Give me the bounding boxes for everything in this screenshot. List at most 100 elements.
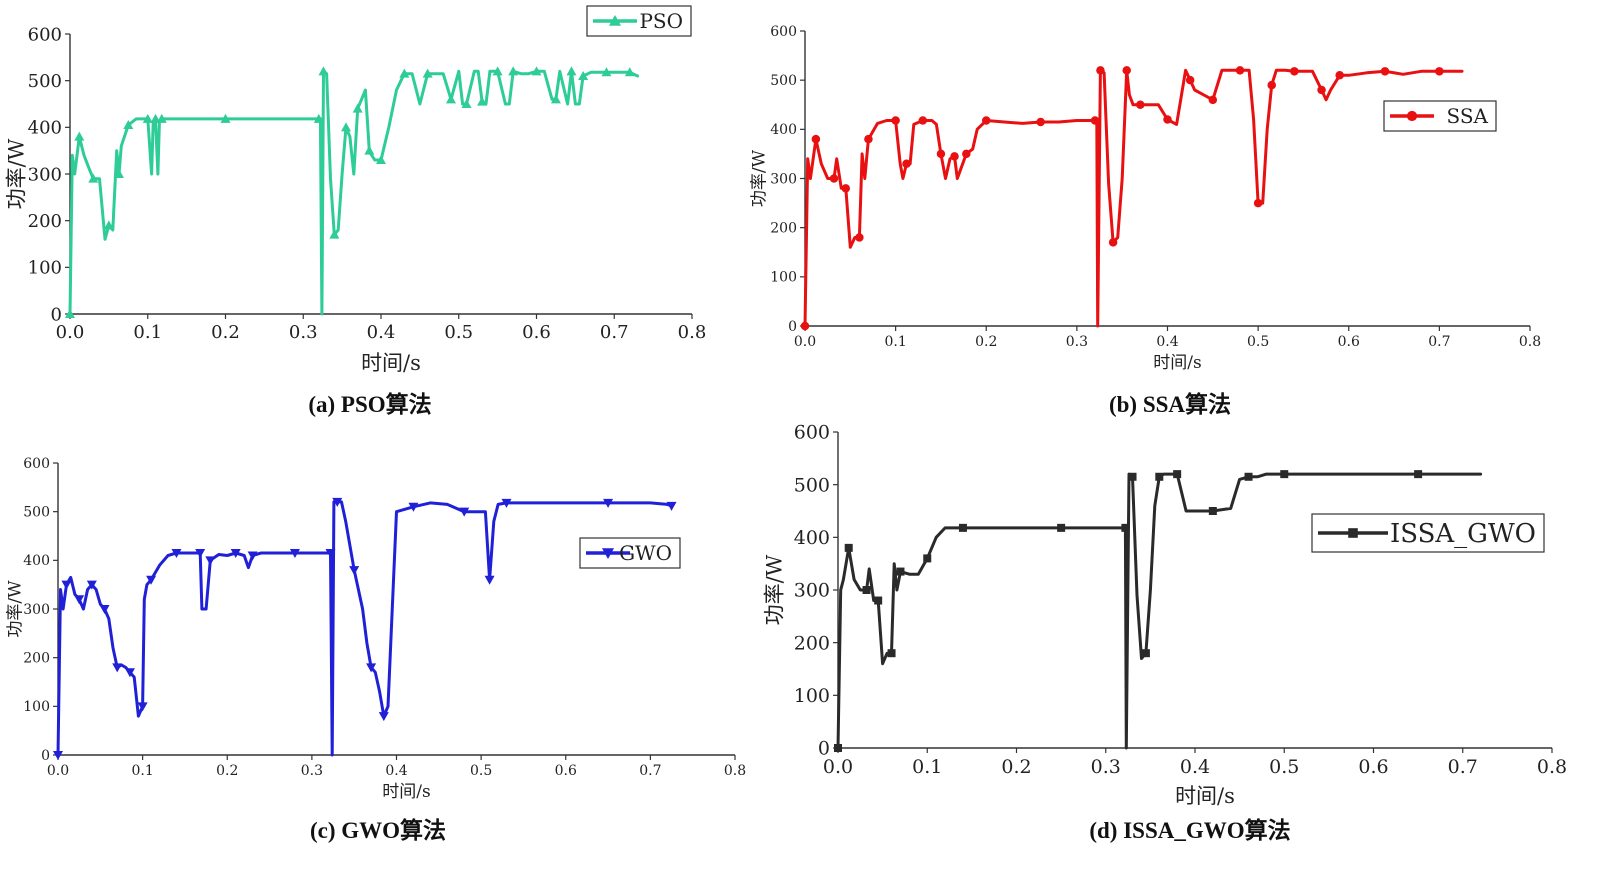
- data-point: [1208, 95, 1218, 105]
- series-line-GWO: [56, 500, 673, 757]
- y-tick-label: 600: [28, 24, 62, 45]
- panel-caption: (d) ISSA_GWO算法: [1089, 817, 1290, 843]
- x-tick-label: 0.8: [724, 763, 746, 779]
- series-line-PSO: [68, 69, 640, 316]
- legend-label: SSA: [1447, 104, 1489, 128]
- chart-panel-2: 0.0 0.1 0.2 0.3 0.4 0.5 0.6 0.7 0.8 0 100 200 300 400…: [750, 24, 1542, 417]
- data-point: [1244, 472, 1253, 481]
- data-point: [220, 113, 231, 123]
- y-tick-label: 500: [28, 71, 62, 92]
- legend-label: ISSA_GWO: [1390, 519, 1536, 549]
- x-tick-label: 0.4: [385, 763, 407, 779]
- data-point: [1208, 507, 1217, 515]
- data-point: [1121, 523, 1130, 532]
- data-point: [1185, 75, 1195, 85]
- y-axis-label: 功率/W: [5, 138, 29, 209]
- legend-label: PSO: [639, 9, 683, 33]
- data-point: [1057, 523, 1066, 532]
- data-point: [325, 549, 336, 559]
- y-tick-label: 0: [51, 304, 62, 325]
- x-tick-label: 0.5: [1247, 334, 1269, 350]
- x-tick-label: 0.8: [678, 322, 707, 343]
- data-point: [841, 184, 851, 193]
- data-point: [378, 712, 389, 722]
- x-tick-label: 0.1: [884, 334, 906, 350]
- data-point: [601, 67, 612, 77]
- data-point: [1235, 66, 1245, 75]
- data-point: [408, 502, 419, 512]
- data-point: [230, 549, 241, 559]
- legend: PSO: [586, 5, 692, 37]
- data-point: [811, 134, 821, 144]
- chart-panel-3: 0.0 0.1 0.2 0.3 0.4 0.5 0.6 0.7 0.8 0 100 200 300 400…: [6, 456, 747, 843]
- data-point: [531, 66, 542, 76]
- legend-marker: [1348, 528, 1358, 538]
- x-tick-label: 0.0: [823, 756, 853, 778]
- y-tick-label: 300: [794, 580, 830, 602]
- data-point: [578, 71, 589, 80]
- x-tick-label: 0.6: [555, 763, 577, 779]
- y-tick-label: 200: [23, 651, 50, 667]
- x-tick-label: 0.3: [289, 322, 318, 343]
- data-point: [950, 152, 959, 161]
- legend-marker: [1406, 110, 1418, 122]
- legend: ISSA_GWO: [1311, 513, 1545, 553]
- data-point: [103, 220, 114, 230]
- y-axis-label: 功率/W: [750, 149, 770, 207]
- panel-caption: (c) GWO算法: [310, 817, 446, 843]
- legend-marker: [609, 15, 621, 26]
- x-tick-label: 0.0: [794, 334, 816, 350]
- y-tick-label: 200: [794, 632, 830, 654]
- y-tick-label: 0: [818, 738, 830, 760]
- series-markers: [65, 66, 635, 318]
- data-point: [1280, 470, 1289, 479]
- data-point: [61, 580, 72, 590]
- x-tick-label: 0.2: [211, 322, 240, 343]
- y-tick-label: 600: [23, 456, 50, 472]
- data-point: [1155, 472, 1164, 481]
- x-tick-label: 0.6: [1358, 756, 1388, 778]
- data-point: [146, 575, 157, 585]
- data-point: [936, 149, 946, 159]
- y-tick-label: 100: [794, 685, 830, 707]
- x-tick-label: 0.0: [47, 763, 69, 779]
- data-point: [1335, 71, 1344, 80]
- x-tick-label: 0.3: [301, 763, 323, 779]
- data-point: [1414, 470, 1423, 479]
- data-point: [88, 173, 99, 183]
- data-point: [844, 543, 853, 552]
- x-tick-label: 0.2: [975, 334, 997, 350]
- data-point: [65, 309, 75, 318]
- legend-marker: [602, 548, 614, 559]
- panel-caption: (b) SSA算法: [1109, 391, 1231, 417]
- legend-label: GWO: [619, 541, 672, 565]
- y-tick-label: 500: [794, 474, 830, 496]
- data-point: [874, 596, 883, 605]
- data-point: [86, 580, 97, 590]
- x-tick-label: 0.7: [1448, 756, 1478, 778]
- y-tick-label: 100: [770, 270, 797, 286]
- data-point: [550, 94, 561, 104]
- x-tick-label: 0.7: [600, 322, 629, 343]
- data-point: [352, 103, 363, 113]
- data-point: [1253, 198, 1263, 208]
- data-point: [1435, 67, 1444, 76]
- data-point: [349, 566, 360, 576]
- x-tick-label: 0.1: [131, 763, 153, 779]
- x-tick-label: 0.2: [216, 763, 238, 779]
- data-point: [313, 113, 324, 123]
- data-point: [399, 68, 410, 78]
- x-tick-label: 0.1: [133, 322, 162, 343]
- data-point: [123, 120, 134, 129]
- data-point: [112, 663, 123, 673]
- y-axis-label: 功率/W: [6, 580, 26, 638]
- y-tick-label: 400: [770, 122, 797, 138]
- data-point: [1122, 66, 1131, 75]
- data-point: [1290, 67, 1299, 76]
- y-tick-label: 500: [23, 505, 50, 521]
- y-tick-label: 500: [770, 73, 797, 89]
- data-point: [982, 116, 991, 125]
- data-point: [459, 507, 470, 517]
- data-point: [492, 66, 503, 76]
